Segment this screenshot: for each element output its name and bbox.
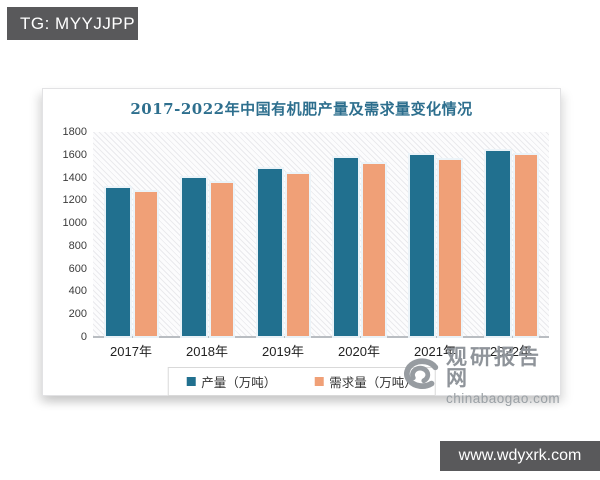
y-tick-label: 400 xyxy=(68,285,87,298)
watermark: 观研报告网 chinabaogao.com xyxy=(397,347,560,406)
chart-title: 2017-2022年中国有机肥产量及需求量变化情况 xyxy=(130,100,473,118)
bar-group xyxy=(473,132,549,336)
bar-demand xyxy=(134,192,157,336)
x-tick-label: 2017年 xyxy=(110,344,152,359)
bar-production xyxy=(105,187,130,336)
bar-production xyxy=(409,155,434,336)
website-banner: www.wdyxrk.com xyxy=(440,441,600,471)
x-tick-label: 2021年 xyxy=(414,344,456,359)
y-tick-label: 1400 xyxy=(62,171,87,184)
y-tick-label: 1200 xyxy=(62,194,87,207)
x-tick-label: 2022年 xyxy=(490,344,532,359)
y-tick-label: 200 xyxy=(68,308,87,321)
legend-item: 需求量（万吨） xyxy=(314,372,417,391)
y-tick-label: 600 xyxy=(68,262,87,275)
website-banner-label: www.wdyxrk.com xyxy=(458,447,582,464)
plot-area xyxy=(93,132,549,338)
bar-demand xyxy=(438,159,461,336)
bar-production xyxy=(181,178,206,336)
x-axis-labels: 2017年 2018年 2019年 2020年 2021年 2022年 xyxy=(93,341,549,360)
y-tick-label: 1600 xyxy=(62,148,87,161)
y-tick-label: 1800 xyxy=(62,126,87,138)
telegram-contact-label: TG: MYYJJPP xyxy=(20,14,136,33)
watermark-brand: 观研报告网 xyxy=(446,346,542,390)
bar-production xyxy=(485,150,510,336)
chart-legend: 产量（万吨） 需求量（万吨） xyxy=(167,367,436,396)
bar-demand xyxy=(286,173,309,336)
y-axis-labels: 1800 1600 1400 1200 1000 800 600 400 200 0 xyxy=(43,126,87,343)
legend-swatch xyxy=(314,377,324,386)
bar-group xyxy=(93,132,169,336)
bar-group xyxy=(321,132,397,336)
bar-demand xyxy=(514,154,537,336)
bar-demand xyxy=(210,183,233,336)
bar-production xyxy=(333,158,358,336)
telegram-contact-banner: TG: MYYJJPP xyxy=(7,7,138,40)
watermark-text: 观研报告网 chinabaogao.com xyxy=(446,347,560,406)
bar-production xyxy=(257,168,282,336)
watermark-swirl-icon xyxy=(397,352,443,401)
legend-item: 产量（万吨） xyxy=(186,372,276,391)
legend-swatch xyxy=(186,377,196,386)
y-tick-label: 0 xyxy=(80,330,87,343)
bar-demand xyxy=(362,163,385,336)
legend-label: 需求量（万吨） xyxy=(329,376,417,390)
legend-label: 产量（万吨） xyxy=(201,376,277,390)
bar-group xyxy=(397,132,473,336)
y-tick-label: 1000 xyxy=(62,217,87,230)
bar-groups xyxy=(93,132,549,336)
watermark-domain: chinabaogao.com xyxy=(446,391,561,406)
x-tick-label: 2019年 xyxy=(262,344,304,359)
chart-card: 2017-2022年中国有机肥产量及需求量变化情况 1800 1600 1400 12… xyxy=(42,88,561,405)
x-tick-label: 2020年 xyxy=(338,344,380,359)
bar-group xyxy=(245,132,321,336)
y-tick-label: 800 xyxy=(68,239,87,252)
bar-group xyxy=(169,132,245,336)
x-tick-label: 2018年 xyxy=(186,344,228,359)
